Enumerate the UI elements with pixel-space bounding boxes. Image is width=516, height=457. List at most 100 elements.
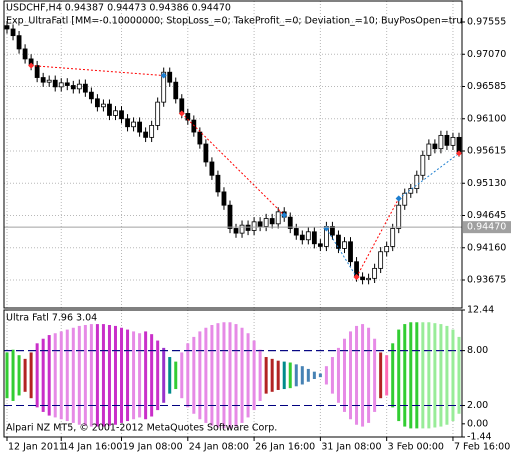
indicator-bar [409,322,413,429]
indicator-bar [427,322,431,429]
y-tick-label: -1.44 [467,432,492,443]
indicator-bar [288,362,292,389]
candle-body [305,231,311,241]
indicator-bar [150,334,154,417]
indicator-bar [198,331,202,420]
indicator-bar [367,327,371,423]
candle-body [95,98,100,108]
indicator-bar [77,325,81,425]
candle-body [372,267,378,279]
main-plot [4,1,462,308]
candle-body [269,218,275,225]
indicator-bar [276,360,280,390]
indicator-bar [439,324,443,427]
candle-body [275,211,281,225]
candle-body [432,143,438,150]
indicator-bar [240,327,244,423]
current-price-box [463,221,511,234]
chart-title: USDCHF,H4 0.94387 0.94473 0.94386 0.9447… [6,3,231,14]
candle-body [167,71,173,83]
indicator-bar [397,329,401,422]
indicator-bar [373,338,377,412]
candle-body [64,82,70,86]
indicator-bar [120,327,124,423]
indicator-bar [65,329,69,422]
candle-body [70,85,76,90]
trade-line [181,113,285,216]
candle-body [125,118,130,128]
candle-body [366,277,371,281]
candle-body [161,71,167,103]
indicator-bar [457,336,461,414]
indicator-bar [222,322,226,429]
candle-body [390,228,396,247]
indicator-bar [306,368,310,382]
candle-body [40,77,46,83]
trade-open-marker [178,110,185,117]
indicator-bar [312,371,316,379]
candle-body [257,221,263,227]
candle-body [420,154,426,176]
indicator-bar [246,333,250,418]
candle-body [16,35,22,50]
candle-body [293,228,299,236]
candle-body [22,48,28,60]
candle-body [287,216,293,229]
candle-body [342,241,347,249]
indicator-bar [349,331,353,420]
candle-body [215,174,221,193]
candle-body [402,192,408,206]
indicator-bar [83,325,87,426]
trade-open-marker [353,274,360,281]
indicator-bar [162,347,166,403]
indicator-bar [192,336,196,414]
candle-body [143,131,149,138]
indicator-bar [324,366,328,385]
candle-body [173,81,179,100]
y-tick-label: 0.96100 [467,113,506,124]
indicator-bar [342,338,346,412]
indicator-bar [445,325,449,425]
indicator-plot [4,310,462,437]
candle-body [456,136,462,153]
indicator-bar [180,352,184,399]
indicator-bar [101,324,105,427]
x-tick-label: 26 Jan 16:00 [255,442,315,453]
indicator-bar [258,349,262,401]
indicator-bar [330,357,334,394]
candle-body [88,91,94,100]
indicator-bar [379,352,383,399]
candle-body [299,234,305,241]
candle-body [245,224,251,231]
indicator-bar [433,323,437,428]
candle-body [438,134,444,150]
candle-body [131,121,136,128]
candle-body [444,134,450,146]
y-tick-label: 0.95130 [467,178,506,189]
candle-body [317,243,323,247]
indicator-bar [385,355,389,396]
candle-body [239,224,245,234]
indicator-bar [355,325,359,425]
indicator-bar [168,357,172,394]
trade-close-marker [160,72,167,79]
indicator-bar [113,325,117,425]
indicator-bar [17,355,21,396]
candle-body [450,136,456,146]
indicator-bar [47,335,51,416]
watermark: Alpari NZ MT5, © 2001-2012 MetaQuotes So… [6,423,277,434]
trade-open-marker [395,195,402,202]
indicator-bar [144,331,148,420]
candle-body [221,191,227,206]
candle-body [336,234,341,249]
chart-subtitle: Exp_UltraFatl [MM=-0.10000000; StopLoss_… [6,16,516,27]
candle-body [149,125,155,138]
candle-body [119,110,124,120]
indicator-bar [294,364,298,387]
indicator-bar [210,325,214,426]
y-tick-label: 2.00 [467,400,488,411]
trade-close-marker [455,150,462,157]
candle-body [52,79,58,88]
indicator-bar [35,343,39,408]
